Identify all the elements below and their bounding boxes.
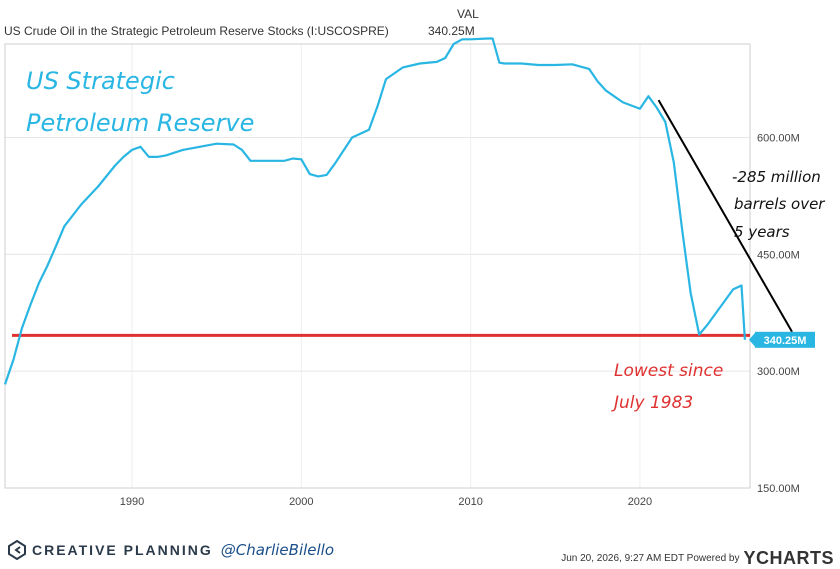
footer-attribution: Jun 20, 2026, 9:27 AM EDT Powered by YCH… <box>561 548 834 568</box>
x-axis: 1990 2000 2010 2020 <box>120 496 652 508</box>
badge-pointer <box>749 331 756 348</box>
y-axis: 600.00M 450.00M 300.00M 150.00M <box>757 132 800 495</box>
y-tick-label: 450.00M <box>757 249 800 261</box>
annotation-low-line1: Lowest since <box>614 361 723 381</box>
annotation-drop-line2: barrels over <box>734 195 825 213</box>
creative-planning-logo-icon <box>8 540 26 560</box>
current-value-badge: 340.25M <box>749 331 815 348</box>
brand-name: CREATIVE PLANNING <box>32 542 213 558</box>
value-column-label: VAL <box>457 7 479 21</box>
current-value-readout: 340.25M <box>428 24 475 38</box>
y-tick-label: 600.00M <box>757 132 800 144</box>
ycharts-logo: YCHARTS <box>743 547 834 568</box>
plot-frame <box>4 43 751 489</box>
chart-header: US Crude Oil in the Strategic Petroleum … <box>0 0 840 44</box>
y-tick-label: 150.00M <box>757 483 800 495</box>
timestamp: Jun 20, 2026, 9:27 AM EDT Powered by <box>561 552 740 564</box>
annotation-low-line2: July 1983 <box>611 393 693 413</box>
annotation-drop-line1: -285 million <box>732 168 821 186</box>
author-handle: @CharlieBilello <box>220 541 335 559</box>
annotations: US Strategic Petroleum Reserve -285 mill… <box>26 67 825 413</box>
chart-series-title: US Crude Oil in the Strategic Petroleum … <box>4 24 389 38</box>
badge-background <box>755 331 815 348</box>
annotation-title-line1: US Strategic <box>26 67 175 95</box>
x-tick-label: 2000 <box>289 496 313 508</box>
badge-label: 340.25M <box>764 335 807 347</box>
trend-arrow-line <box>657 99 793 333</box>
x-tick-label: 2020 <box>628 496 652 508</box>
annotation-drop-line3: 5 years <box>734 223 790 241</box>
y-tick-label: 300.00M <box>757 366 800 378</box>
annotation-title-line2: Petroleum Reserve <box>26 109 254 137</box>
x-tick-label: 1990 <box>120 496 144 508</box>
x-tick-label: 2010 <box>458 496 482 508</box>
footer-brand: CREATIVE PLANNING @CharlieBilello <box>8 538 334 562</box>
series-line-spr-stocks <box>3 37 746 385</box>
